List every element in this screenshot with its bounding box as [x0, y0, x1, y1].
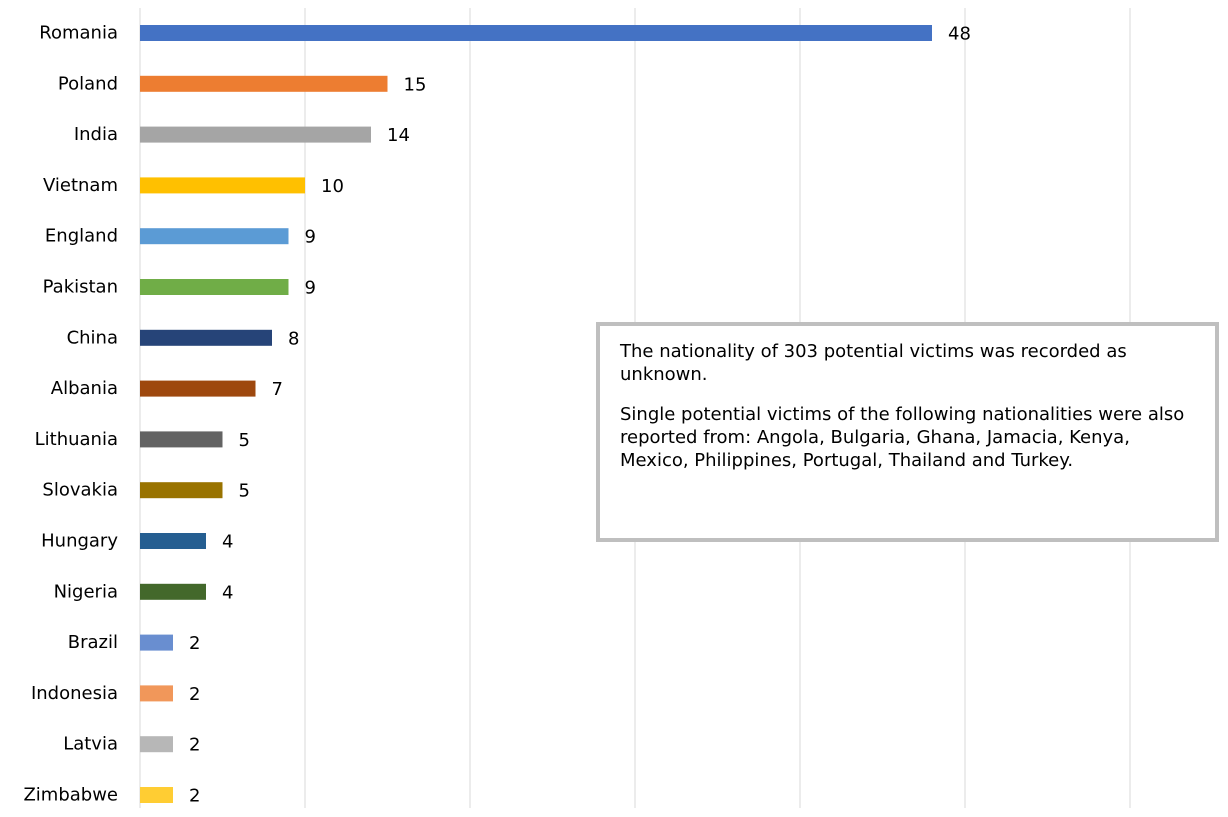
category-label-india: India [74, 124, 118, 145]
value-label-india: 14 [387, 125, 410, 146]
note-single-victims-text: Single potential victims of the followin… [620, 404, 1185, 471]
bar-romania [140, 25, 932, 41]
bar-china [140, 329, 272, 346]
value-label-brazil: 2 [189, 633, 200, 654]
value-label-england: 9 [305, 227, 316, 248]
category-label-albania: Albania [51, 378, 118, 399]
value-label-china: 8 [288, 328, 299, 349]
value-label-vietnam: 10 [321, 176, 344, 197]
category-label-pakistan: Pakistan [43, 277, 118, 298]
value-label-poland: 15 [404, 74, 427, 95]
value-label-zimbabwe: 2 [189, 786, 200, 807]
bar-lithuania [140, 431, 223, 448]
category-labels: Romania Poland India Vietnam England Pakistan… [23, 23, 118, 806]
category-label-poland: Poland [58, 73, 118, 94]
bar-indonesia [140, 685, 173, 702]
value-label-latvia: 2 [189, 735, 200, 756]
bar-england [140, 228, 289, 245]
category-label-slovakia: Slovakia [42, 480, 118, 501]
bar-slovakia [140, 482, 223, 499]
value-label-lithuania: 5 [239, 430, 250, 451]
value-label-romania: 48 [948, 24, 971, 45]
bars [140, 25, 932, 803]
category-label-latvia: Latvia [63, 734, 118, 755]
category-label-zimbabwe: Zimbabwe [23, 785, 118, 806]
value-label-hungary: 4 [222, 532, 233, 553]
category-label-brazil: Brazil [68, 632, 118, 653]
value-label-indonesia: 2 [189, 684, 200, 705]
bar-poland [140, 75, 388, 92]
category-label-indonesia: Indonesia [31, 683, 118, 704]
note-unknown-text: The nationality of 303 potential victims… [620, 341, 1127, 385]
category-label-england: England [45, 226, 118, 247]
value-label-nigeria: 4 [222, 582, 233, 603]
bar-pakistan [140, 279, 289, 295]
category-label-china: China [67, 327, 118, 348]
bar-nigeria [140, 583, 206, 600]
bar-hungary [140, 533, 206, 549]
bar-albania [140, 380, 256, 397]
category-label-vietnam: Vietnam [43, 175, 118, 196]
category-label-romania: Romania [39, 23, 118, 44]
bar-brazil [140, 634, 173, 651]
bar-latvia [140, 736, 173, 753]
value-label-albania: 7 [272, 379, 283, 400]
bar-india [140, 126, 371, 143]
value-label-pakistan: 9 [305, 278, 316, 299]
note-box: The nationality of 303 potential victims… [596, 322, 1219, 542]
category-label-hungary: Hungary [41, 531, 118, 552]
bar-zimbabwe [140, 787, 173, 803]
category-label-lithuania: Lithuania [35, 429, 118, 450]
category-label-nigeria: Nigeria [54, 581, 118, 602]
value-label-slovakia: 5 [239, 481, 250, 502]
bar-vietnam [140, 177, 305, 194]
value-labels: 48 15 14 10 9 9 8 7 5 5 4 4 2 2 2 2 [189, 24, 971, 807]
